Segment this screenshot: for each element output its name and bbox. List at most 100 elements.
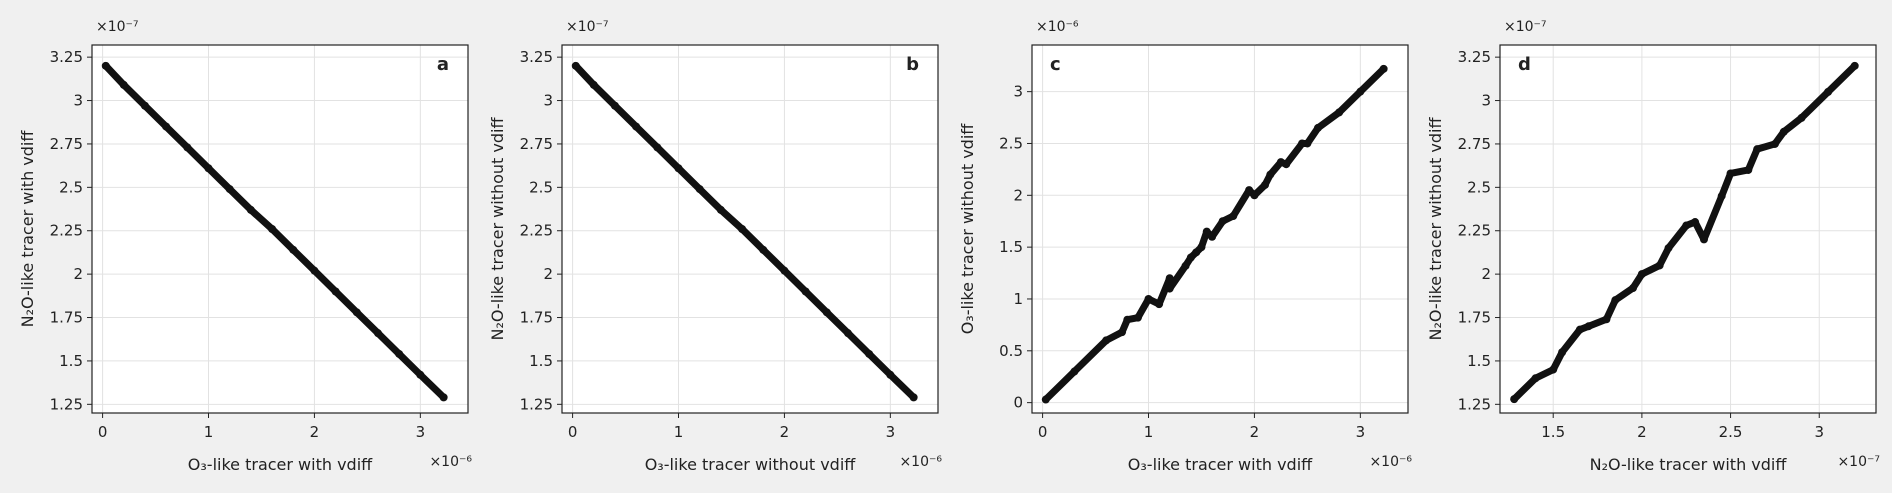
scatter-point: [331, 287, 340, 296]
scatter-point: [1144, 294, 1153, 303]
x-tick-label: 1: [204, 423, 214, 441]
scatter-point: [1261, 180, 1270, 189]
y-tick-label: 1.25: [520, 395, 553, 413]
x-tick-label: 3: [1814, 423, 1824, 441]
x-multiplier-c: ×10⁻⁶: [1369, 454, 1412, 470]
scatter-point: [1629, 284, 1638, 293]
scatter-point: [1584, 322, 1593, 331]
scatter-point: [1753, 145, 1762, 154]
x-tick-label: 2: [1637, 423, 1647, 441]
scatter-point: [759, 245, 768, 254]
x-tick-label: 2: [780, 423, 790, 441]
scatter-point: [1123, 315, 1132, 324]
scatter-point: [674, 164, 683, 173]
y-tick-label: 1.5: [59, 352, 83, 370]
scatter-point: [1611, 296, 1620, 305]
scatter-point: [909, 393, 918, 402]
scatter-point: [1102, 336, 1111, 345]
x-tick-label: 0: [1038, 423, 1048, 441]
scatter-point: [865, 349, 874, 358]
scatter-point: [1699, 235, 1708, 244]
scatter-point: [1770, 139, 1779, 148]
scatter-point: [1717, 192, 1726, 201]
x-tick-label: 1: [1144, 423, 1154, 441]
scatter-point: [162, 122, 171, 131]
scatter-point: [1558, 348, 1567, 357]
y-tick-label: 2.75: [1458, 135, 1491, 153]
scatter-point: [101, 61, 110, 70]
plot-area-a: [92, 45, 468, 413]
y-multiplier-b: ×10⁻⁷: [566, 19, 609, 35]
scatter-point: [780, 266, 789, 275]
grid-c: [1032, 45, 1408, 413]
ticks-d: 1.5 2 2.5 3 1.25 1.5 1.75 2 2.25 2.5 2.75 3 3.25: [1458, 48, 1824, 441]
scatter-point: [1202, 227, 1211, 236]
x-axis-label-b: O₃-like tracer without vdiff: [645, 455, 857, 474]
scatter-point: [1510, 395, 1519, 404]
y-tick-label: 2.5: [999, 134, 1023, 152]
scatter-point: [610, 101, 619, 110]
scatter-point: [352, 308, 361, 317]
x-multiplier-a: ×10⁻⁶: [429, 454, 472, 470]
scatter-point: [801, 287, 810, 296]
y-tick-label: 3.25: [520, 48, 553, 66]
y-tick-label: 2.5: [59, 178, 83, 196]
scatter-point: [1186, 253, 1195, 262]
scatter-point: [119, 80, 128, 89]
scatter-point: [310, 266, 319, 275]
y-tick-label: 1.25: [1458, 395, 1491, 413]
scatter-point: [1155, 300, 1164, 309]
scatter-point: [1549, 365, 1558, 374]
scatter-point: [1070, 367, 1079, 376]
y-tick-label: 1.75: [50, 309, 83, 327]
axes-frame-d: [1499, 44, 1877, 414]
y-tick-label: 2.25: [50, 222, 83, 240]
scatter-point: [1165, 274, 1174, 283]
scatter-point: [1245, 186, 1254, 195]
x-tick-label: 1.5: [1541, 423, 1565, 441]
y-tick-label: 1.5: [1467, 352, 1491, 370]
scatter-point: [1379, 64, 1388, 73]
y-tick-label: 1.5: [529, 352, 553, 370]
scatter-point: [1335, 108, 1344, 117]
panel-d: 1.5 2 2.5 3 1.25 1.5 1.75 2 2.25 2.5 2.75 3 3.25 d N…: [1426, 19, 1880, 474]
scatter-point: [1133, 313, 1142, 322]
data-points-b: [571, 61, 918, 402]
y-multiplier-d: ×10⁻⁷: [1504, 19, 1547, 35]
scatter-point: [416, 370, 425, 379]
data-points-d: [1510, 61, 1859, 404]
scatter-point: [1744, 165, 1753, 174]
panel-label-c: c: [1050, 54, 1061, 75]
ticks-a: 0 1 2 3 1.25 1.5 1.75 2 2.25 2.5 2.75 3 3.25: [50, 48, 426, 441]
x-tick-label: 1: [674, 423, 684, 441]
y-tick-label: 1.25: [50, 395, 83, 413]
x-tick-label: 3: [886, 423, 896, 441]
y-tick-label: 1.75: [1458, 309, 1491, 327]
x-tick-label: 0: [98, 423, 108, 441]
y-tick-label: 1.75: [520, 309, 553, 327]
scatter-point: [589, 80, 598, 89]
x-tick-label: 2: [310, 423, 320, 441]
x-tick-label: 3: [416, 423, 426, 441]
y-tick-label: 2.5: [1467, 178, 1491, 196]
scatter-point: [822, 308, 831, 317]
scatter-point: [716, 205, 725, 214]
grid-d: [1500, 45, 1876, 413]
scatter-point: [1218, 217, 1227, 226]
y-tick-label: 0.5: [999, 342, 1023, 360]
y-axis-label-c: O₃-like tracer without vdiff: [958, 123, 977, 335]
scatter-point: [1726, 169, 1735, 178]
axes-frame-c: [1031, 44, 1409, 414]
scatter-point: [1637, 270, 1646, 279]
y-tick-label: 2.75: [50, 135, 83, 153]
y-tick-label: 3: [73, 92, 83, 110]
panel-a: 0 1 2 3 1.25 1.5 1.75 2 2.25 2.5 2.75 3 3.25 a O₃-li…: [18, 19, 472, 474]
scatter-point: [246, 205, 255, 214]
y-tick-label: 3: [1481, 92, 1491, 110]
scatter-point: [1041, 395, 1050, 404]
y-tick-label: 3: [543, 92, 553, 110]
scatter-point: [738, 225, 747, 233]
scatter-point: [439, 393, 448, 402]
x-multiplier-d: ×10⁻⁷: [1837, 454, 1880, 470]
scatter-point: [632, 122, 641, 131]
